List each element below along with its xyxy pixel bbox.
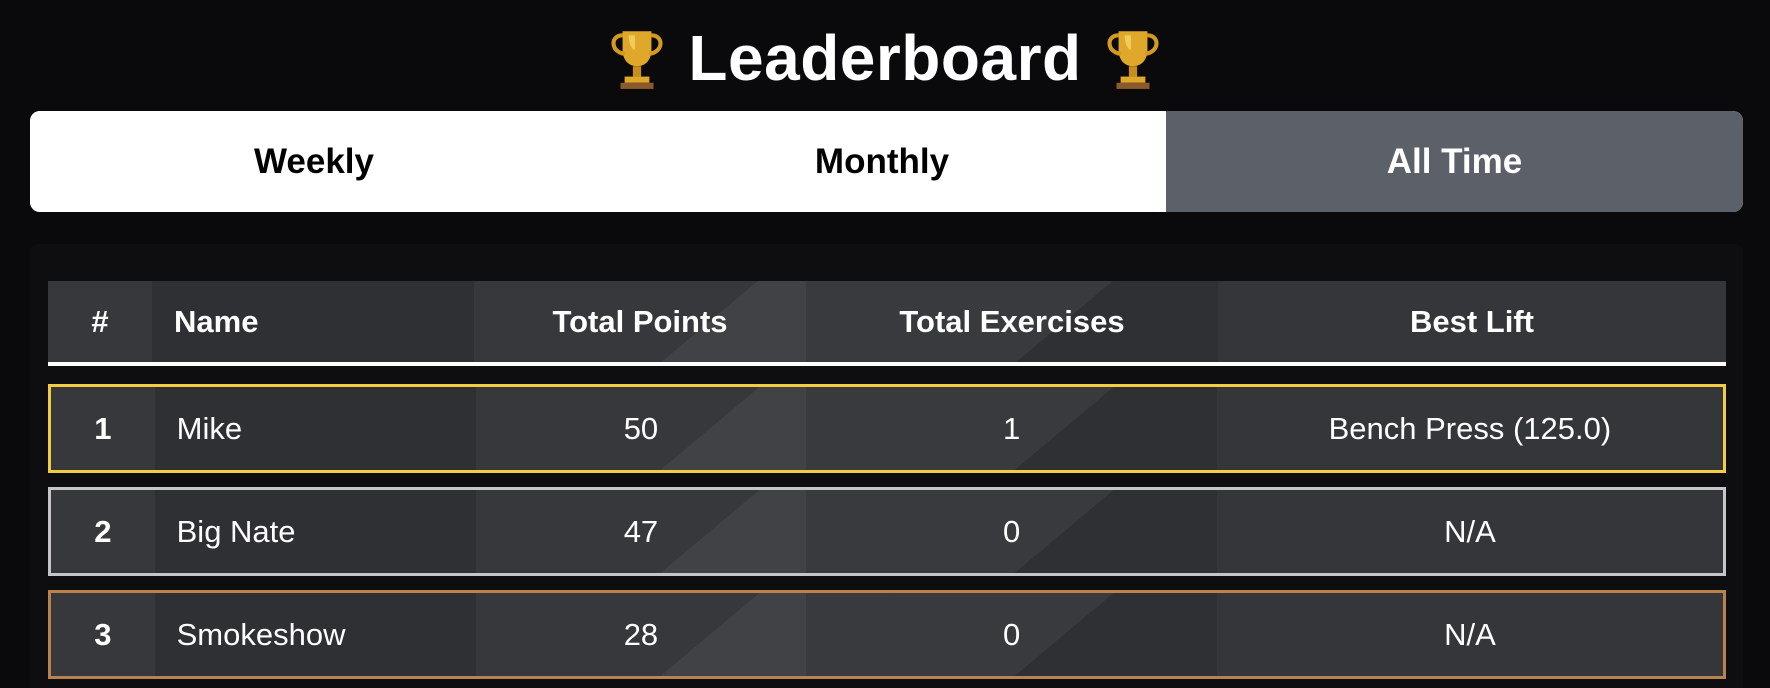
- exercises-cell: 1: [1002, 410, 1021, 446]
- column-header-rank: #: [48, 281, 152, 362]
- points-cell: 47: [475, 490, 807, 573]
- tab-weekly[interactable]: Weekly: [30, 111, 598, 212]
- tab-monthly[interactable]: Monthly: [598, 111, 1166, 212]
- rank-cell: 3: [51, 593, 155, 676]
- table-row: 3 Smokeshow 28 0 N/A: [48, 590, 1726, 679]
- rank-cell: 2: [51, 490, 155, 573]
- table-row: 1 Mike 50 1 Bench Press (125.0): [48, 384, 1726, 473]
- column-header-best-lift: Best Lift: [1218, 281, 1726, 362]
- best-lift-cell: N/A: [1217, 593, 1723, 676]
- leaderboard-table: # Name Total Points Total Exercises Best…: [48, 281, 1726, 679]
- column-header-total-exercises: Total Exercises: [899, 303, 1125, 339]
- column-header-name: Name: [174, 303, 259, 339]
- trophy-icon: [611, 31, 663, 89]
- period-tabs: Weekly Monthly All Time: [30, 111, 1743, 212]
- tab-all-time[interactable]: All Time: [1166, 111, 1743, 212]
- table-header-row: # Name Total Points Total Exercises Best…: [48, 281, 1726, 366]
- table-row: 2 Big Nate 47 0 N/A: [48, 487, 1726, 576]
- exercises-cell: 0: [1002, 616, 1021, 652]
- best-lift-cell: N/A: [1217, 490, 1723, 573]
- rank-cell: 1: [51, 387, 155, 470]
- column-header-total-points: Total Points: [474, 281, 806, 362]
- name-cell: Smokeshow: [176, 616, 346, 652]
- points-cell: 50: [475, 387, 807, 470]
- best-lift-cell: Bench Press (125.0): [1217, 387, 1723, 470]
- trophy-icon: [1107, 31, 1159, 89]
- points-cell: 28: [475, 593, 807, 676]
- page-header: Leaderboard: [0, 14, 1770, 102]
- page-title: Leaderboard: [688, 22, 1082, 94]
- name-cell: Big Nate: [176, 513, 296, 549]
- name-cell: Mike: [176, 410, 243, 446]
- exercises-cell: 0: [1002, 513, 1021, 549]
